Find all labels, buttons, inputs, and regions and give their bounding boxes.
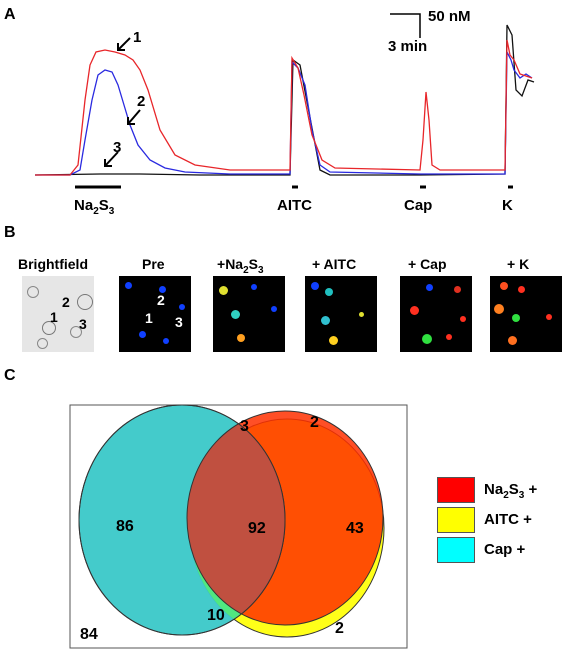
- count-aitc-only: 2: [335, 620, 344, 637]
- image-label-k: + K: [507, 256, 530, 272]
- trace-label-2: 2: [137, 93, 146, 110]
- calcium-trace-plot: [34, 13, 535, 189]
- stimulus-label-aitc: AITC: [277, 197, 312, 214]
- panel-c-label: C: [4, 367, 16, 384]
- image-label-cap: + Cap: [408, 256, 447, 272]
- trace-label-3: 3: [113, 139, 122, 156]
- count-none: 84: [80, 626, 98, 643]
- count-cap-only: 86: [116, 518, 134, 535]
- trace-1-red: [35, 39, 533, 176]
- scale-x-label: 3 min: [388, 38, 428, 55]
- count-cap-aitc: 10: [207, 607, 225, 624]
- panel-a-label: A: [4, 6, 16, 23]
- pre-cell-label-1: 1: [145, 310, 153, 326]
- pre-image: 2 1 3: [119, 276, 191, 352]
- brightfield-image: 2 1 3: [22, 276, 94, 352]
- cap-na2s3-overlap: [186, 410, 285, 626]
- trace-3-black: [34, 24, 535, 176]
- image-label-na2s3: +Na2S3: [217, 256, 264, 276]
- pre-cell-label-3: 3: [175, 314, 183, 330]
- scale-bar: [390, 13, 421, 38]
- stimulus-label-na2s3: Na2S3: [74, 197, 115, 217]
- bf-cell-label-1: 1: [50, 309, 58, 325]
- legend-label-cap: Cap +: [484, 541, 526, 558]
- legend-label-aitc: AITC +: [484, 511, 532, 528]
- trace-label-1: 1: [133, 29, 142, 46]
- image-label-brightfield: Brightfield: [18, 256, 88, 272]
- na2s3-image: [213, 276, 285, 352]
- count-cap-na2s3: 3: [240, 418, 249, 435]
- trace-arrows: [104, 37, 141, 167]
- bf-cell-label-2: 2: [62, 294, 70, 310]
- pre-cell-label-2: 2: [157, 292, 165, 308]
- stimulus-label-cap: Cap: [404, 197, 433, 214]
- count-na2s3-aitc: 43: [346, 520, 364, 537]
- legend-swatch-na2s3: [437, 477, 475, 503]
- aitc-image: [305, 276, 377, 352]
- scale-y-label: 50 nM: [428, 8, 471, 25]
- bf-cell-label-3: 3: [79, 316, 87, 332]
- count-na2s3-only: 2: [310, 414, 319, 431]
- legend-swatch-aitc: [437, 507, 475, 533]
- count-triple-overlap: 92: [248, 520, 266, 537]
- panel-b-label: B: [4, 224, 16, 241]
- stimulus-label-k: K: [502, 197, 513, 214]
- cap-image: [400, 276, 472, 352]
- legend-swatch-cap: [437, 537, 475, 563]
- k-image: [490, 276, 562, 352]
- image-label-aitc: + AITC: [312, 256, 357, 272]
- image-label-pre: Pre: [142, 256, 165, 272]
- legend-label-na2s3: Na2S3 +: [484, 481, 538, 501]
- venn-frame: [69, 404, 408, 649]
